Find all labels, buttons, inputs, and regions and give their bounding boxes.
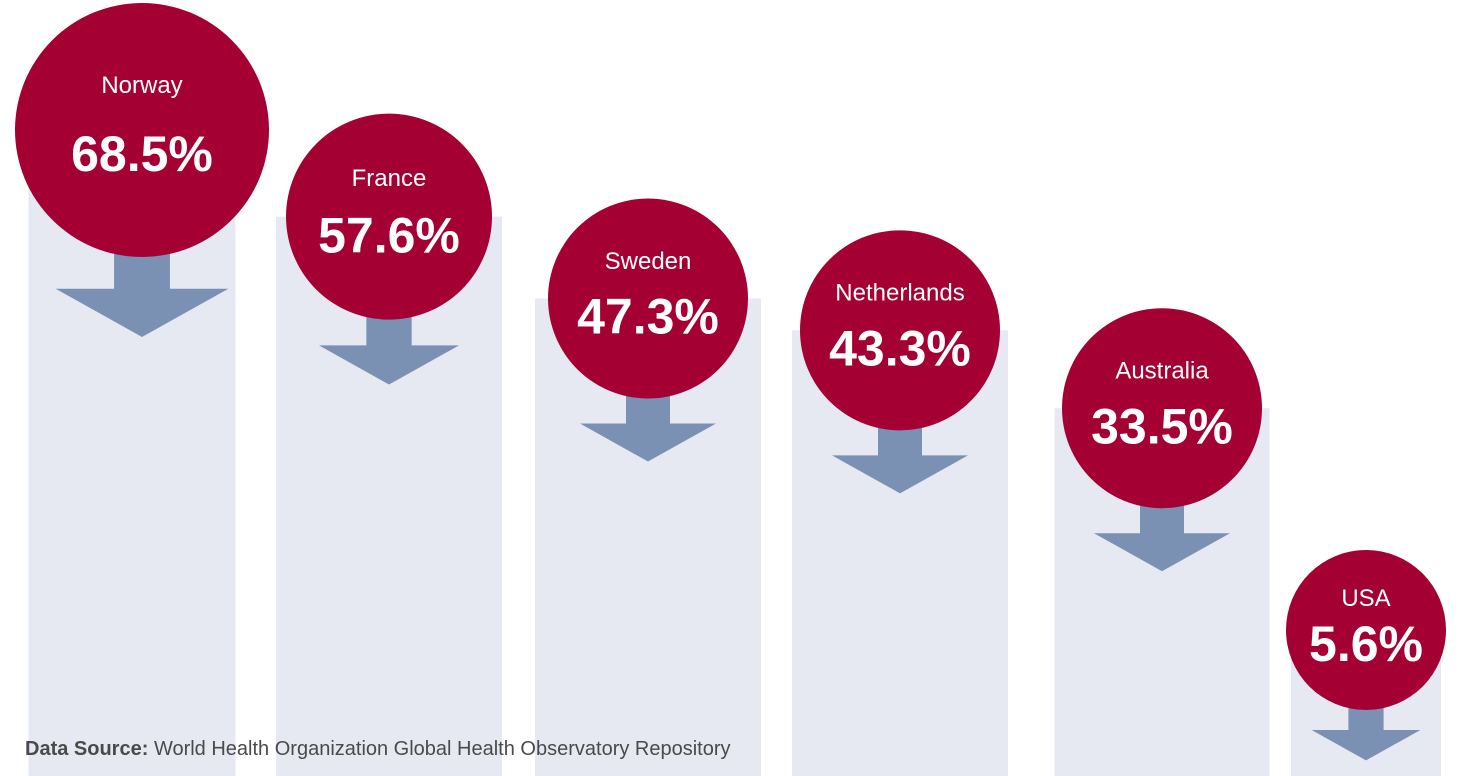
category-label: France (352, 165, 427, 192)
bubble (1286, 550, 1446, 710)
value-label: 47.3% (577, 289, 719, 345)
arrow-head (318, 345, 460, 385)
arrow-head (1311, 730, 1421, 761)
bubble (548, 198, 748, 399)
category-label: Sweden (605, 248, 692, 275)
category-label: Netherlands (835, 280, 964, 307)
value-label: 43.3% (829, 321, 971, 377)
category-label: USA (1341, 585, 1390, 612)
value-label: 57.6% (318, 208, 460, 264)
bubble (1062, 308, 1262, 509)
category-label: Australia (1115, 358, 1209, 385)
source-label: Data Source: (25, 738, 148, 760)
bubble (286, 113, 492, 320)
source-text: World Health Organization Global Health … (154, 738, 731, 760)
bubble (800, 230, 1000, 431)
value-label: 68.5% (71, 126, 213, 182)
source-note: Data Source: World Health Organization G… (25, 738, 731, 760)
arrow-head (1094, 533, 1230, 572)
bubble (15, 3, 269, 257)
value-label: 5.6% (1309, 616, 1423, 672)
category-label: Norway (101, 72, 182, 99)
arrow-head (55, 288, 229, 338)
value-label: 33.5% (1091, 398, 1233, 454)
arrow-head (580, 423, 716, 462)
arrow-head (832, 455, 968, 494)
